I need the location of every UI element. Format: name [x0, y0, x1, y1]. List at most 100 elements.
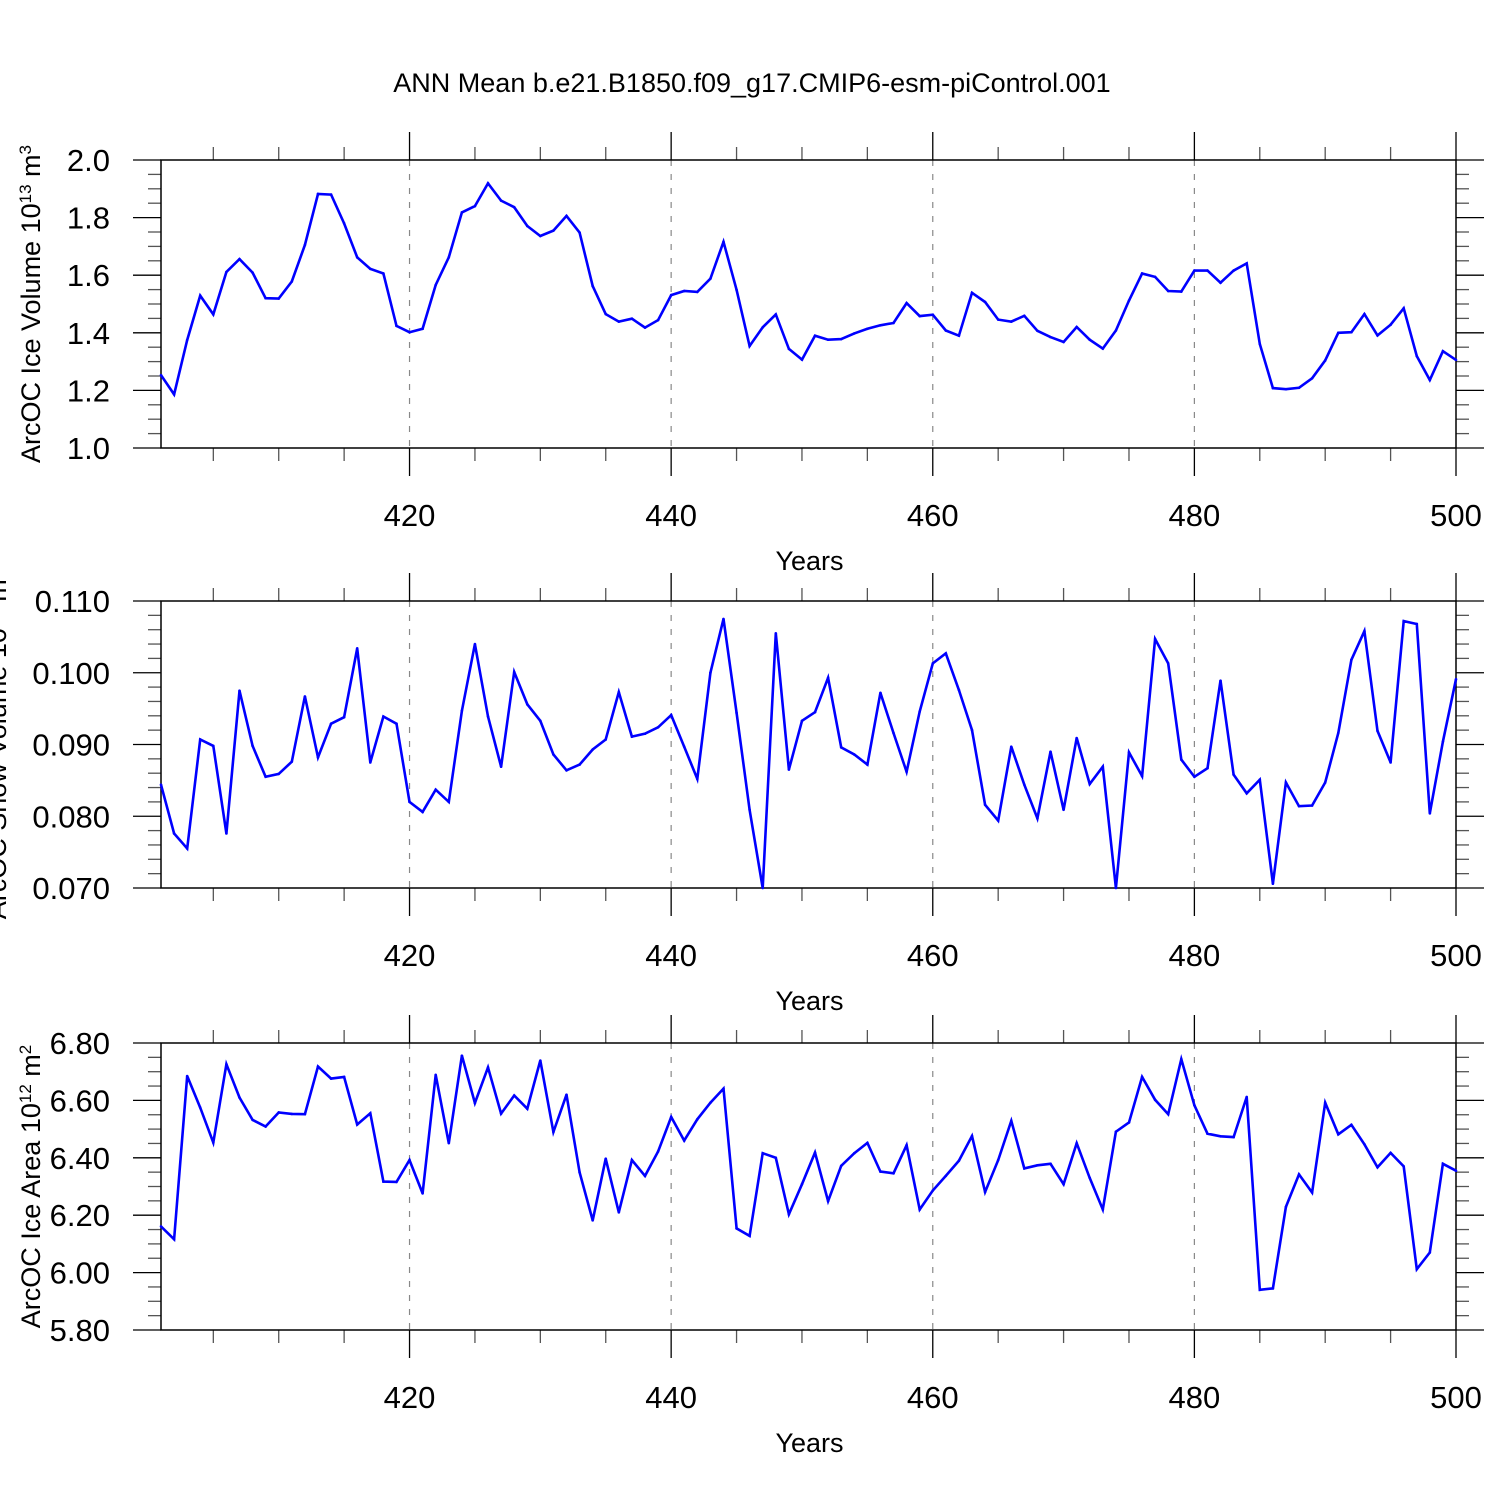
- data-point: [1402, 619, 1405, 623]
- data-point: [761, 326, 765, 329]
- y-tick-label: 6.20: [50, 1198, 110, 1233]
- data-point: [565, 214, 568, 218]
- data-point: [957, 1159, 961, 1162]
- data-point: [408, 330, 411, 334]
- data-point: [382, 1180, 385, 1183]
- data-point: [748, 1234, 751, 1238]
- data-point: [1009, 745, 1013, 748]
- y-tick-label: 1.0: [67, 431, 110, 466]
- data-point: [617, 320, 621, 323]
- data-point: [617, 690, 621, 694]
- data-point: [1310, 804, 1314, 807]
- data-point: [866, 1141, 869, 1145]
- data-point: [264, 296, 267, 300]
- series-line: [160, 1053, 1457, 1292]
- data-point: [238, 689, 241, 692]
- data-point: [970, 291, 974, 295]
- data-point: [1127, 1121, 1131, 1124]
- data-point: [996, 819, 1000, 822]
- data-point: [1009, 1119, 1013, 1123]
- data-point: [957, 334, 961, 337]
- data-point: [499, 1112, 503, 1115]
- data-point: [996, 1158, 1000, 1162]
- data-point: [395, 1180, 398, 1184]
- data-point: [1297, 804, 1301, 808]
- data-point: [552, 753, 555, 756]
- data-point: [774, 1156, 778, 1160]
- data-point: [225, 832, 228, 835]
- data-point: [774, 631, 778, 635]
- data-point: [1127, 299, 1131, 302]
- data-point: [1062, 808, 1065, 812]
- data-point: [1153, 637, 1157, 641]
- x-tick-label: 500: [1430, 938, 1482, 973]
- data-point: [1441, 1162, 1445, 1166]
- x-tick-label: 500: [1430, 498, 1482, 533]
- y-axis-title-text: m: [16, 1054, 46, 1084]
- data-point: [1245, 262, 1249, 265]
- data-point: [905, 770, 908, 774]
- data-point: [1376, 334, 1379, 337]
- data-point: [1232, 269, 1235, 272]
- x-tick-label: 420: [384, 1380, 436, 1415]
- data-point: [1415, 622, 1419, 626]
- data-point: [342, 715, 346, 719]
- data-point: [421, 1192, 424, 1195]
- data-point: [800, 1182, 804, 1186]
- data-point: [787, 768, 791, 771]
- data-point: [225, 270, 228, 274]
- data-point: [1245, 1095, 1249, 1099]
- data-point: [944, 1174, 948, 1178]
- data-point: [1023, 783, 1026, 786]
- data-point: [172, 1238, 176, 1241]
- data-point: [185, 847, 189, 850]
- data-point: [1232, 773, 1235, 776]
- data-point: [382, 272, 385, 275]
- data-point: [656, 318, 660, 322]
- data-point: [839, 1164, 843, 1168]
- data-point: [1114, 886, 1118, 890]
- data-point: [355, 647, 359, 650]
- data-point: [852, 753, 856, 756]
- data-point: [709, 1101, 712, 1104]
- data-point: [879, 1170, 882, 1173]
- data-point: [1153, 275, 1157, 279]
- data-point: [983, 803, 987, 807]
- data-point: [1454, 1169, 1458, 1173]
- data-point: [408, 800, 411, 804]
- y-tick-label: 5.80: [50, 1313, 110, 1348]
- data-point: [1310, 1191, 1314, 1194]
- data-point: [682, 745, 686, 748]
- y-axis-title: ArcOC Snow Volume 1013 m3: [0, 570, 12, 920]
- data-point: [395, 722, 398, 725]
- data-point: [722, 1087, 725, 1090]
- data-point: [983, 300, 987, 304]
- y-axis-title-superscript: 13: [16, 184, 35, 203]
- data-point: [473, 642, 477, 646]
- data-point: [1075, 736, 1078, 740]
- data-point: [1258, 342, 1262, 346]
- data-point: [1049, 750, 1052, 753]
- data-point: [1415, 1267, 1419, 1271]
- data-point: [159, 783, 163, 786]
- data-point: [852, 1151, 856, 1155]
- data-point: [1036, 817, 1039, 820]
- plot-frame: [160, 1042, 1457, 1331]
- data-point: [473, 204, 477, 208]
- data-point: [238, 1096, 241, 1099]
- data-point: [316, 1065, 320, 1068]
- data-point: [395, 324, 398, 328]
- data-point: [185, 1074, 189, 1078]
- data-point: [1323, 1101, 1327, 1104]
- data-point: [630, 1158, 634, 1162]
- data-point: [879, 691, 882, 695]
- data-point: [1140, 1075, 1144, 1079]
- data-point: [1350, 658, 1353, 662]
- data-point: [512, 1094, 516, 1097]
- data-point: [539, 719, 542, 723]
- panel-1: 420 440 460 480 500 1.0 1.2 1.4 1.6 1.8 2.0 Years Ar…: [16, 132, 1484, 576]
- data-point: [1323, 781, 1327, 784]
- data-point: [1441, 349, 1445, 353]
- data-point: [1389, 1151, 1392, 1155]
